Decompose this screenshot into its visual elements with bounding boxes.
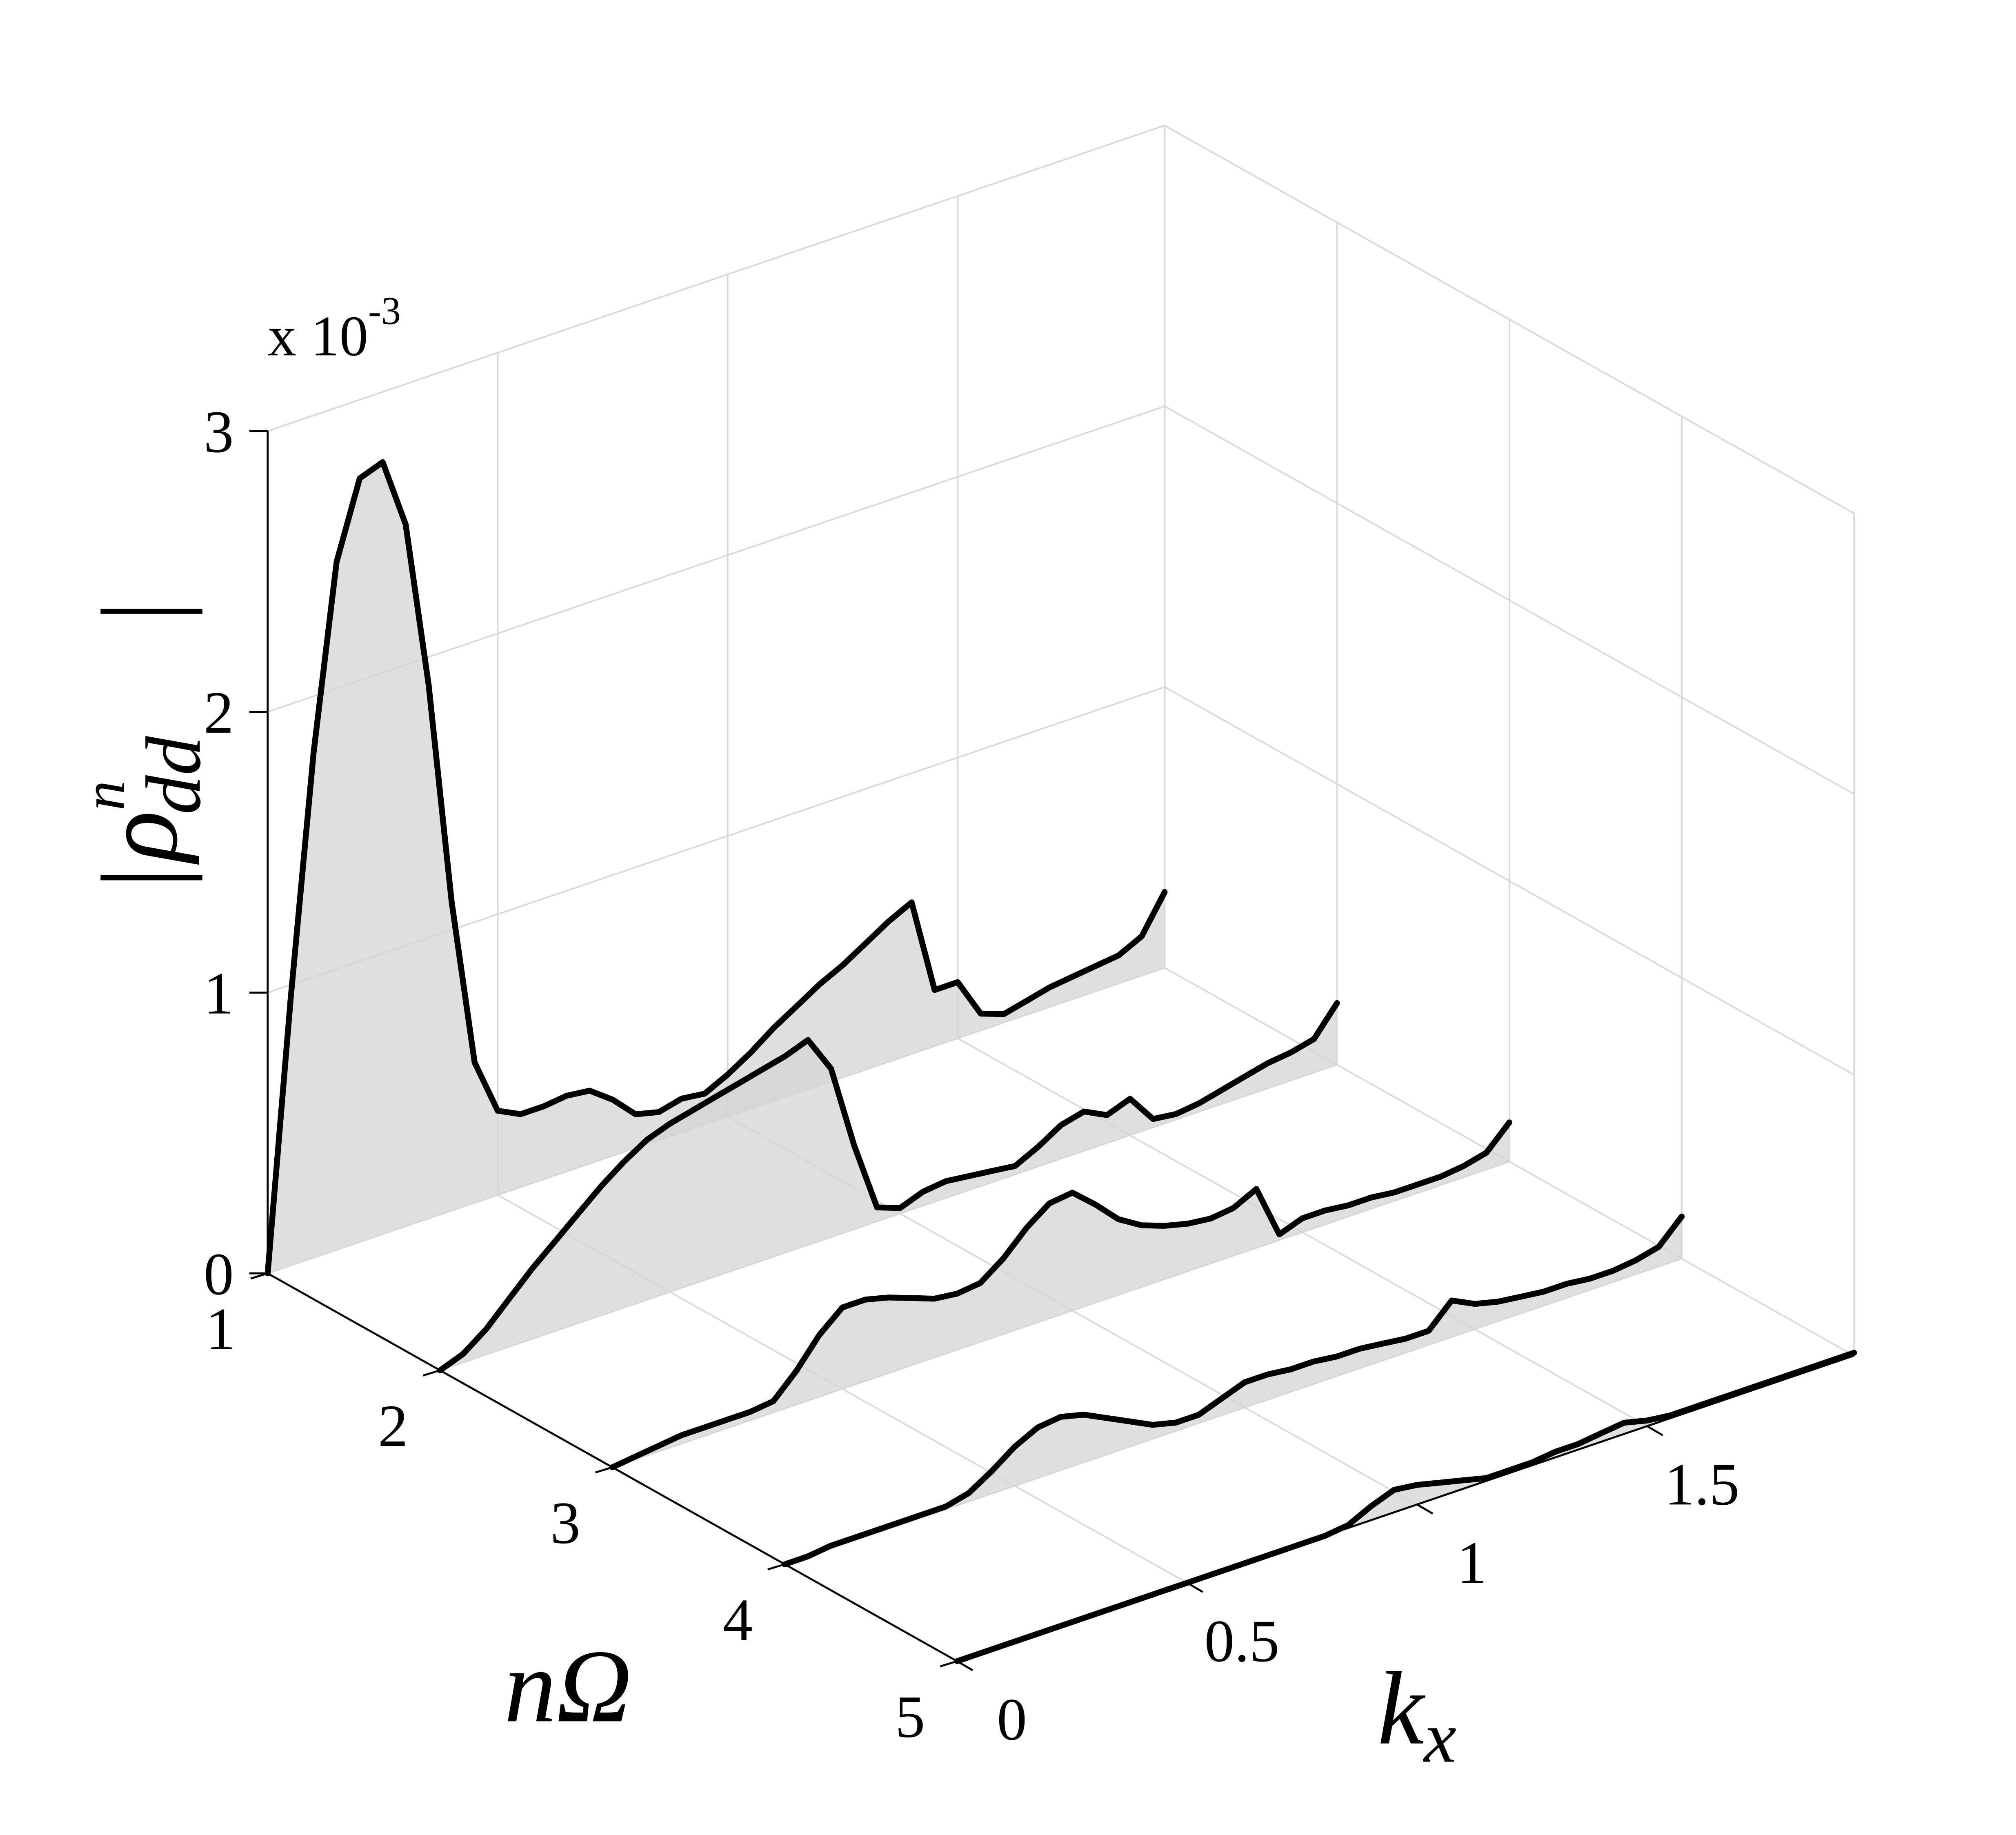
x-tick — [1187, 1582, 1203, 1593]
axis-multiplier: x 10-3 — [268, 289, 401, 368]
y-tick-label: 3 — [550, 1490, 580, 1556]
x-label-sub: x — [1423, 1697, 1456, 1778]
multiplier-exponent: -3 — [368, 289, 401, 333]
x-tick-label: 0.5 — [1205, 1608, 1280, 1674]
x-tick — [956, 1660, 974, 1671]
y-tick-label: 5 — [895, 1684, 925, 1750]
series-fill — [957, 1352, 1854, 1662]
series-line — [265, 459, 1168, 1277]
y-tick-label: 4 — [723, 1586, 753, 1653]
z-tick-label: 1 — [204, 960, 234, 1027]
z-tick-label: 0 — [204, 1241, 234, 1307]
y-tick — [250, 1272, 268, 1280]
x-tick — [1416, 1504, 1434, 1515]
x-tick-label: 1 — [1457, 1529, 1487, 1596]
series-fill — [612, 1122, 1509, 1468]
x-axis-label: kx — [1378, 1651, 1456, 1778]
y-tick — [940, 1660, 958, 1668]
z-grid-line — [267, 125, 1165, 432]
z-label-sub: dd — [130, 736, 217, 814]
y-tick — [595, 1466, 613, 1474]
y-axis-label: nΩ — [504, 1628, 632, 1744]
x-tick-label: 1.5 — [1665, 1451, 1740, 1517]
y-tick-label: 1 — [206, 1296, 236, 1362]
x-tick-label: 0 — [997, 1686, 1027, 1753]
x-axis — [956, 1355, 1855, 1662]
z-label-sup: n — [71, 781, 137, 811]
y-tick-label: 2 — [378, 1392, 408, 1459]
y-axis — [267, 1272, 958, 1662]
z-tick-label: 2 — [204, 679, 234, 746]
z-axis-label: ρndd — [71, 608, 217, 881]
series-fill — [440, 1003, 1337, 1370]
series-line — [782, 1213, 1685, 1568]
series-line — [437, 1000, 1340, 1374]
z-tick-label: 3 — [204, 398, 234, 465]
x-label-base: k — [1378, 1651, 1426, 1766]
z-label-text: ρndd — [71, 736, 217, 865]
plot-area — [265, 459, 1857, 1664]
multiplier-base: x 10 — [268, 305, 368, 368]
y-tick — [422, 1369, 440, 1377]
y-tick — [767, 1563, 785, 1570]
x-tick — [1646, 1425, 1663, 1436]
z-label-base: ρ — [81, 811, 200, 865]
series-line — [609, 1119, 1513, 1470]
